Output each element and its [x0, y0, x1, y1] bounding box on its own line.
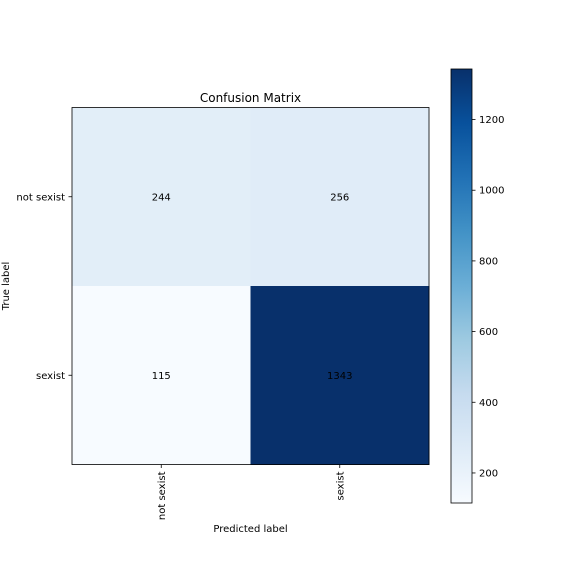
- cell-value-label: 1343: [327, 371, 352, 382]
- matrix-cell: [250, 286, 430, 465]
- x-axis-ticks: not sexist sexist: [157, 464, 346, 520]
- matrix-cell: [72, 107, 251, 287]
- y-axis-ticks: not sexist sexist: [16, 192, 72, 382]
- matrix-cell-labels: 244 256 115 1343: [152, 192, 353, 382]
- x-axis-label: Predicted label: [213, 524, 287, 535]
- cell-value-label: 244: [152, 192, 171, 203]
- colorbar-tick-label: 800: [479, 256, 498, 267]
- colorbar-tick-label: 1000: [479, 186, 504, 197]
- chart-title: Confusion Matrix: [200, 91, 301, 105]
- colorbar-tick-label: 200: [479, 468, 498, 479]
- matrix-cells: [72, 107, 430, 465]
- colorbar-ticks: 200 400 600 800 1000 1200: [472, 115, 504, 479]
- y-tick-label: not sexist: [16, 192, 65, 203]
- colorbar: [450, 68, 473, 504]
- matrix-cell: [250, 107, 430, 287]
- cell-value-label: 256: [330, 192, 349, 203]
- x-tick-label: not sexist: [157, 471, 168, 520]
- colorbar-tick-label: 600: [479, 327, 498, 338]
- colorbar-tick-label: 1200: [479, 115, 504, 126]
- matrix-cell: [72, 286, 251, 465]
- y-tick-label: sexist: [36, 371, 65, 382]
- matrix-frame: [71, 107, 430, 465]
- cell-value-label: 115: [152, 371, 171, 382]
- colorbar-tick-label: 400: [479, 398, 498, 409]
- y-axis-label: True label: [1, 262, 12, 312]
- x-tick-label: sexist: [335, 471, 346, 500]
